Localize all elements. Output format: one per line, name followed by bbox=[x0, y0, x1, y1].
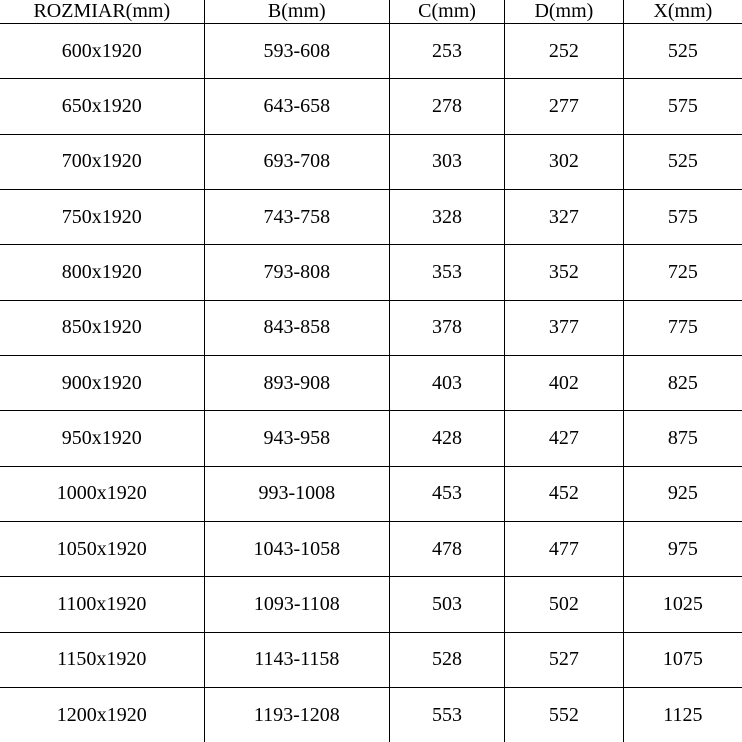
table-row: 700x1920693-708303302525 bbox=[0, 134, 742, 189]
table-cell: 775 bbox=[623, 300, 742, 355]
table-cell: 1143-1158 bbox=[204, 632, 390, 687]
table-row: 1100x19201093-11085035021025 bbox=[0, 577, 742, 632]
table-cell: 328 bbox=[390, 190, 505, 245]
table-row: 750x1920743-758328327575 bbox=[0, 190, 742, 245]
table-cell: 693-708 bbox=[204, 134, 390, 189]
table-cell: 850x1920 bbox=[0, 300, 204, 355]
table-cell: 893-908 bbox=[204, 356, 390, 411]
table-header-row: ROZMIAR(mm) B(mm) C(mm) D(mm) X(mm) bbox=[0, 0, 742, 24]
table-cell: 1200x1920 bbox=[0, 688, 204, 742]
table-row: 650x1920643-658278277575 bbox=[0, 79, 742, 134]
table-cell: 252 bbox=[505, 24, 624, 79]
table-cell: 452 bbox=[505, 466, 624, 521]
table-cell: 975 bbox=[623, 522, 742, 577]
column-header-d: D(mm) bbox=[505, 0, 624, 24]
table-cell: 403 bbox=[390, 356, 505, 411]
table-cell: 1093-1108 bbox=[204, 577, 390, 632]
table-cell: 993-1008 bbox=[204, 466, 390, 521]
table-cell: 700x1920 bbox=[0, 134, 204, 189]
table-cell: 528 bbox=[390, 632, 505, 687]
table-cell: 377 bbox=[505, 300, 624, 355]
column-header-x: X(mm) bbox=[623, 0, 742, 24]
table-row: 900x1920893-908403402825 bbox=[0, 356, 742, 411]
column-header-b: B(mm) bbox=[204, 0, 390, 24]
table-cell: 943-958 bbox=[204, 411, 390, 466]
table-cell: 800x1920 bbox=[0, 245, 204, 300]
table-cell: 478 bbox=[390, 522, 505, 577]
table-cell: 925 bbox=[623, 466, 742, 521]
table-cell: 302 bbox=[505, 134, 624, 189]
table-cell: 527 bbox=[505, 632, 624, 687]
table-cell: 352 bbox=[505, 245, 624, 300]
table-cell: 303 bbox=[390, 134, 505, 189]
table-cell: 1125 bbox=[623, 688, 742, 742]
table-body: 600x1920593-608253252525650x1920643-6582… bbox=[0, 24, 742, 742]
table-cell: 553 bbox=[390, 688, 505, 742]
table-cell: 427 bbox=[505, 411, 624, 466]
table-cell: 277 bbox=[505, 79, 624, 134]
table-row: 950x1920943-958428427875 bbox=[0, 411, 742, 466]
table-row: 1000x1920993-1008453452925 bbox=[0, 466, 742, 521]
table-cell: 575 bbox=[623, 190, 742, 245]
table-cell: 1000x1920 bbox=[0, 466, 204, 521]
table-row: 1200x19201193-12085535521125 bbox=[0, 688, 742, 742]
table-cell: 503 bbox=[390, 577, 505, 632]
column-header-c: C(mm) bbox=[390, 0, 505, 24]
table-cell: 278 bbox=[390, 79, 505, 134]
table-cell: 600x1920 bbox=[0, 24, 204, 79]
table-cell: 875 bbox=[623, 411, 742, 466]
table-cell: 428 bbox=[390, 411, 505, 466]
table-row: 1150x19201143-11585285271075 bbox=[0, 632, 742, 687]
table-row: 850x1920843-858378377775 bbox=[0, 300, 742, 355]
table-cell: 1100x1920 bbox=[0, 577, 204, 632]
table-cell: 502 bbox=[505, 577, 624, 632]
table-row: 800x1920793-808353352725 bbox=[0, 245, 742, 300]
dimensions-table: ROZMIAR(mm) B(mm) C(mm) D(mm) X(mm) 600x… bbox=[0, 0, 742, 742]
table-cell: 743-758 bbox=[204, 190, 390, 245]
table-cell: 750x1920 bbox=[0, 190, 204, 245]
table-cell: 253 bbox=[390, 24, 505, 79]
table-cell: 725 bbox=[623, 245, 742, 300]
table-row: 1050x19201043-1058478477975 bbox=[0, 522, 742, 577]
table-cell: 1150x1920 bbox=[0, 632, 204, 687]
table-cell: 793-808 bbox=[204, 245, 390, 300]
table-cell: 327 bbox=[505, 190, 624, 245]
table-cell: 575 bbox=[623, 79, 742, 134]
table-cell: 525 bbox=[623, 24, 742, 79]
table-cell: 1025 bbox=[623, 577, 742, 632]
table-cell: 1043-1058 bbox=[204, 522, 390, 577]
table-cell: 353 bbox=[390, 245, 505, 300]
table-cell: 1075 bbox=[623, 632, 742, 687]
table-cell: 552 bbox=[505, 688, 624, 742]
table-cell: 643-658 bbox=[204, 79, 390, 134]
table-cell: 378 bbox=[390, 300, 505, 355]
table-row: 600x1920593-608253252525 bbox=[0, 24, 742, 79]
table-cell: 453 bbox=[390, 466, 505, 521]
table-cell: 825 bbox=[623, 356, 742, 411]
table-cell: 950x1920 bbox=[0, 411, 204, 466]
table-cell: 1193-1208 bbox=[204, 688, 390, 742]
table-cell: 402 bbox=[505, 356, 624, 411]
table-cell: 650x1920 bbox=[0, 79, 204, 134]
table-cell: 593-608 bbox=[204, 24, 390, 79]
table-cell: 900x1920 bbox=[0, 356, 204, 411]
table-cell: 525 bbox=[623, 134, 742, 189]
table-cell: 843-858 bbox=[204, 300, 390, 355]
column-header-rozmiar: ROZMIAR(mm) bbox=[0, 0, 204, 24]
table-cell: 1050x1920 bbox=[0, 522, 204, 577]
table-cell: 477 bbox=[505, 522, 624, 577]
